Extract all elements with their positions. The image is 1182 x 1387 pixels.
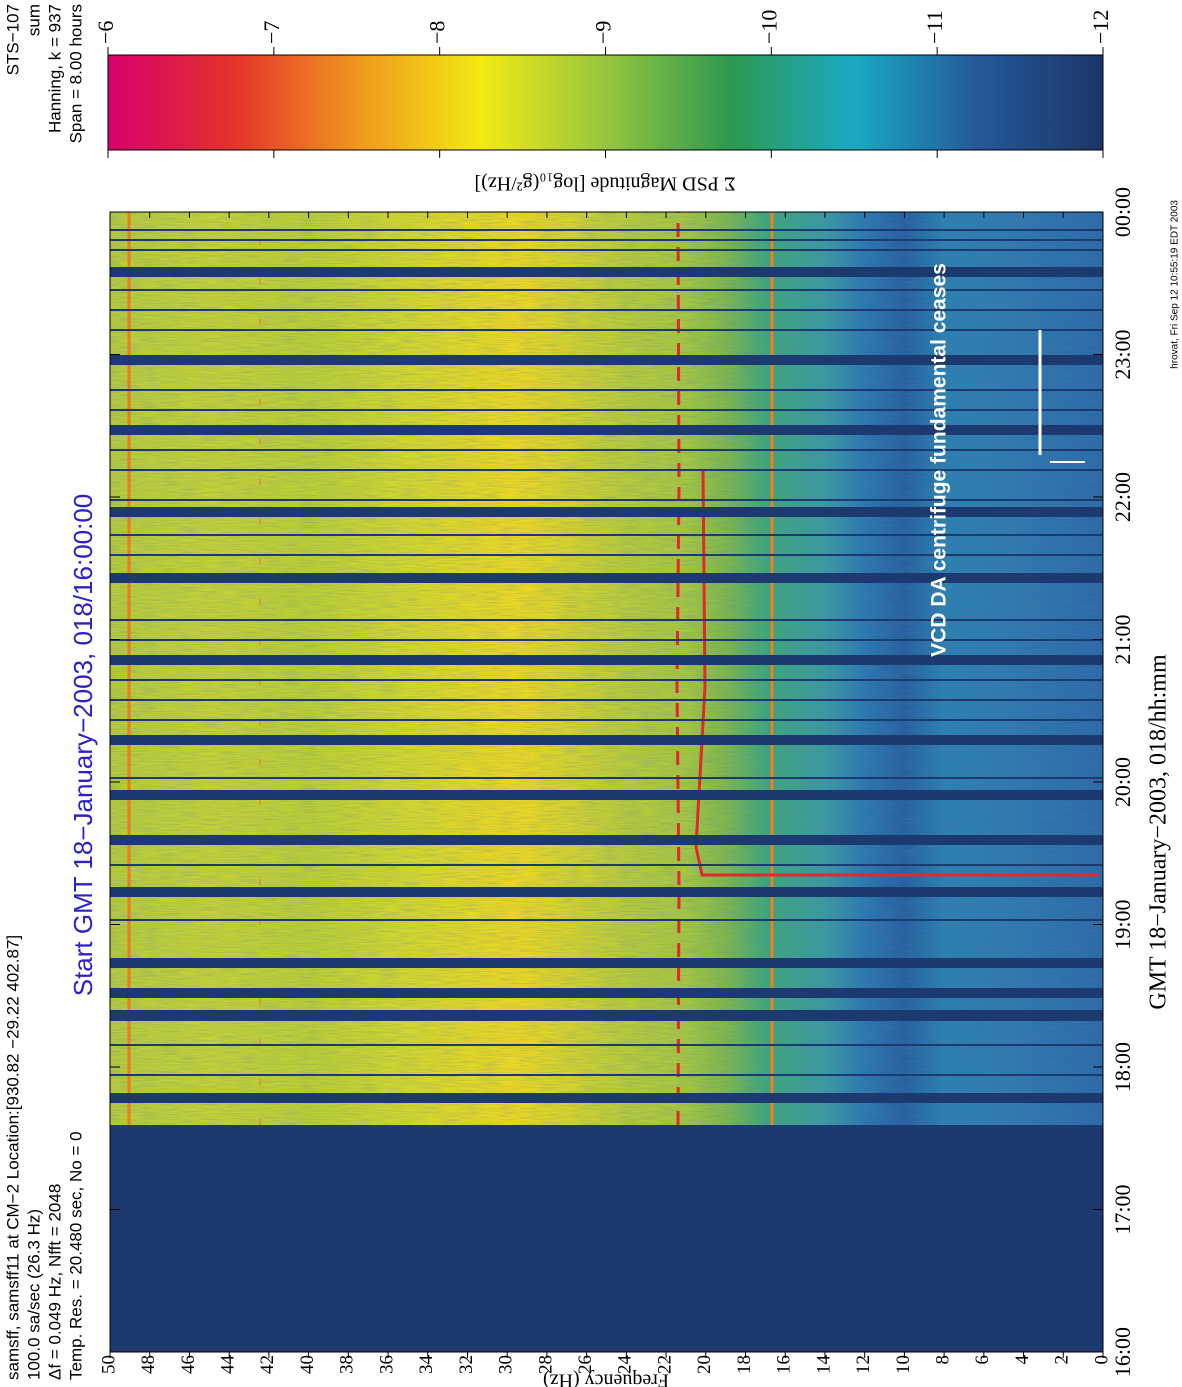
x-tick-label: 22:00 — [1110, 472, 1135, 522]
data-gap — [110, 887, 1103, 897]
header-right: sum — [24, 4, 43, 36]
data-gap — [110, 719, 1103, 721]
y-tick-label: 28 — [535, 1355, 556, 1374]
header-left: Temp. Res. = 20.480 sec, No = 0 — [66, 1131, 85, 1380]
data-gap — [110, 267, 1103, 277]
y-tick-label: 42 — [257, 1355, 278, 1374]
y-tick-label: 10 — [893, 1355, 914, 1374]
y-tick-label: 16 — [774, 1355, 795, 1374]
y-tick-label: 20 — [694, 1355, 715, 1374]
spectrogram-image — [110, 211, 1103, 1352]
header-left: samsff, samsff11 at CM−2 Location:[930.8… — [3, 935, 22, 1380]
x-axis-label: GMT 18−January−2003, 018/hh:mm — [1146, 654, 1172, 1010]
data-gap — [110, 449, 1103, 451]
colorbar-label: Σ PSD Magnitude [log₁₀(g²/Hz)] — [475, 172, 736, 194]
annotation: VCD DA centrifuge fundamental ceases — [928, 263, 951, 657]
data-gap — [110, 919, 1103, 921]
data-gap — [110, 554, 1103, 556]
y-tick-label: 2 — [1052, 1355, 1073, 1365]
y-tick-label: 32 — [456, 1355, 477, 1374]
y-tick-label: 0 — [1091, 1355, 1112, 1365]
y-tick-label: 48 — [138, 1355, 159, 1374]
y-tick-label: 50 — [98, 1355, 119, 1374]
y-tick-label: 34 — [416, 1355, 437, 1375]
y-tick-label: 14 — [813, 1355, 834, 1375]
data-gap — [110, 735, 1103, 745]
x-tick-label: 17:00 — [1110, 1184, 1135, 1234]
y-tick-label: 18 — [734, 1355, 755, 1374]
data-gap — [110, 289, 1103, 291]
y-tick-label: 4 — [1012, 1355, 1033, 1365]
data-gap — [110, 864, 1103, 866]
colorbar-tick-label: −9 — [591, 21, 616, 44]
data-gap — [110, 679, 1103, 681]
y-tick-label: 8 — [932, 1355, 953, 1365]
y-tick-label: 40 — [297, 1355, 318, 1374]
y-tick-label: 24 — [615, 1355, 636, 1375]
footer: hrovat, Fri Sep 12 10:55:19 EDT 2003 — [1170, 200, 1181, 369]
data-gap — [110, 619, 1103, 621]
data-gap — [110, 355, 1103, 365]
y-tick-label: 26 — [575, 1355, 596, 1374]
data-gap — [110, 699, 1103, 701]
data-gap — [110, 409, 1103, 411]
y-tick-label: 12 — [853, 1355, 874, 1374]
colorbar-tick-label: −8 — [425, 21, 450, 44]
header-right: STS−107 — [3, 4, 22, 75]
header-right: Span = 8.00 hours — [66, 4, 85, 143]
data-gap — [110, 469, 1103, 471]
data-gap — [110, 309, 1103, 311]
data-gap — [110, 1074, 1103, 1076]
y-axis-label: Frequency (Hz) — [543, 1369, 669, 1387]
header-left: Δf = 0.049 Hz, Nfft = 2048 — [45, 1184, 64, 1380]
colorbar-tick-label: −12 — [1088, 10, 1113, 44]
x-tick-label: 16:00 — [1110, 1327, 1135, 1377]
x-tick-label: 18:00 — [1110, 1042, 1135, 1092]
x-tick-label: 21:00 — [1110, 614, 1135, 664]
x-tick-label: 19:00 — [1110, 899, 1135, 949]
chart-title: Start GMT 18−January−2003, 018/16:00:00 — [68, 494, 98, 997]
data-gap — [110, 835, 1103, 845]
y-tick-label: 36 — [376, 1355, 397, 1374]
y-tick-label: 46 — [178, 1355, 199, 1374]
data-gap — [110, 534, 1103, 536]
data-gap — [110, 507, 1103, 517]
x-tick-label: 00:00 — [1110, 187, 1135, 237]
rotated-page: Σ PSD Magnitude [log₁₀(g²/Hz)] Start GMT… — [3, 4, 1180, 1387]
header-right: Hanning, k = 937 — [45, 4, 64, 133]
data-gap — [110, 1044, 1103, 1046]
colorbar-tick-label: −6 — [93, 21, 118, 44]
y-tick-label: 30 — [496, 1355, 517, 1374]
data-gap — [110, 573, 1103, 583]
data-gap — [110, 229, 1103, 231]
data-gap — [110, 1010, 1103, 1020]
data-gap — [110, 639, 1103, 641]
data-gap — [110, 389, 1103, 391]
colorbar-tick-label: −7 — [259, 21, 284, 44]
y-tick-label: 22 — [654, 1355, 675, 1374]
data-gap — [110, 988, 1103, 998]
y-tick-label: 44 — [218, 1355, 239, 1375]
data-gap — [110, 958, 1103, 968]
data-gap — [110, 239, 1103, 241]
y-tick-label: 38 — [337, 1355, 358, 1374]
data-gap — [110, 249, 1103, 251]
colorbar-tick-label: −10 — [756, 10, 781, 44]
data-gap — [110, 425, 1103, 435]
data-gap — [110, 1019, 1103, 1021]
data-gap — [110, 499, 1103, 501]
x-tick-label: 20:00 — [1110, 757, 1135, 807]
header-left: 100.0 sa/sec (26.3 Hz) — [24, 1209, 43, 1380]
colorbar — [107, 54, 1104, 151]
y-tick-label: 6 — [972, 1355, 993, 1365]
x-tick-label: 23:00 — [1110, 329, 1135, 379]
data-gap — [110, 1093, 1103, 1103]
data-gap — [110, 329, 1103, 331]
data-gap — [110, 655, 1103, 665]
data-gap — [110, 790, 1103, 800]
colorbar-tick-label: −11 — [922, 10, 947, 44]
data-gap — [110, 777, 1103, 779]
